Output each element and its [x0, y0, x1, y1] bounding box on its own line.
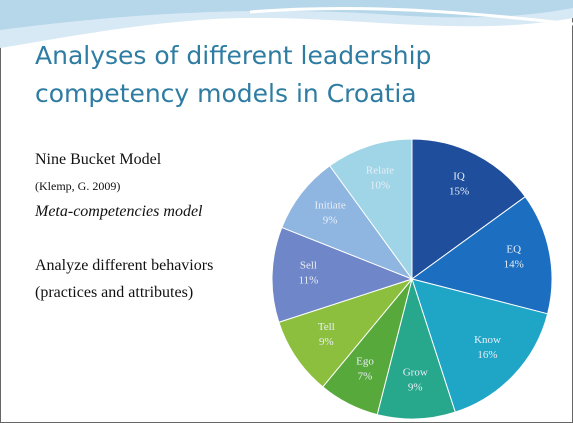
slice-value-label: 9% — [408, 382, 423, 394]
pie-slice — [376, 277, 456, 420]
header-swoosh — [0, 0, 573, 30]
slice-label: Know — [474, 334, 501, 346]
slice-label: EQ — [506, 244, 521, 256]
slice-value-label: 15% — [449, 186, 469, 198]
slice-label: Grow — [403, 367, 428, 379]
title-line: competency models in Croatia — [35, 79, 417, 108]
slice-label: Sell — [300, 260, 317, 272]
pie-slice — [271, 226, 414, 323]
slice-value-label: 14% — [504, 259, 524, 271]
slice-value-label: 11% — [299, 275, 319, 287]
pie-slice — [278, 277, 414, 388]
pie-slice — [410, 196, 553, 315]
pie-slice — [281, 165, 414, 281]
slice-label: Ego — [356, 355, 374, 367]
text-line: (Klemp, G. 2009) — [35, 179, 120, 193]
slice-label: Initiate — [315, 200, 346, 212]
header-swoosh — [249, 6, 573, 26]
slice-value-label: 16% — [477, 349, 497, 361]
slice-label: Relate — [366, 164, 394, 176]
text-line: (practices and attributes) — [35, 284, 193, 301]
slice-label: Tell — [318, 321, 335, 333]
slice-value-label: 9% — [323, 215, 338, 227]
slice-label: IQ — [453, 171, 465, 183]
slice-value-label: 7% — [358, 370, 373, 382]
text-line: Analyze different behaviors — [35, 257, 213, 274]
pie: IQ 15% EQ 14% Know 16% Grow 9% Ego 7% Tell 9% Sell 11… — [271, 138, 553, 420]
text-line: Nine Bucket Model — [35, 151, 162, 168]
slice-value-label: 9% — [319, 336, 334, 348]
slice-value-label: 10% — [370, 179, 390, 191]
pie-slice — [411, 138, 526, 280]
title-line: Analyses of different leadership — [35, 41, 431, 70]
pie-slice — [411, 278, 549, 413]
pie-slice — [329, 138, 413, 281]
text-line: Meta-competencies model — [34, 203, 203, 220]
